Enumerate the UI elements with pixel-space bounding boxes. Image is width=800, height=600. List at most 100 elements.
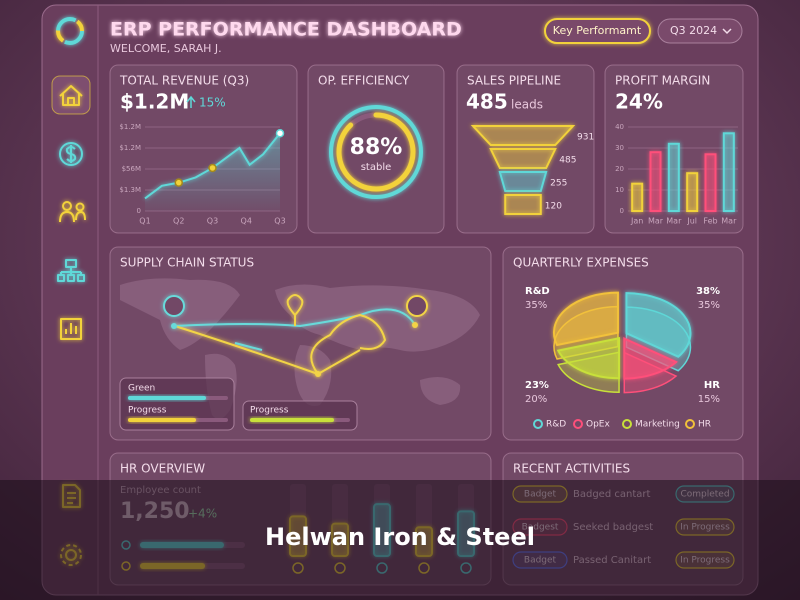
callout-name: HR	[704, 380, 720, 391]
continent	[294, 345, 332, 406]
card-title: TOTAL REVENUE (Q3)	[119, 74, 249, 88]
y-tick-label: 40	[615, 123, 624, 131]
y-tick-label: $56M	[122, 165, 141, 173]
revenue-point	[275, 129, 285, 138]
y-tick-label: 30	[615, 144, 624, 152]
callout-share: 35%	[698, 300, 720, 311]
gauge-arc	[336, 112, 416, 192]
card-title: OP. EFFICIENCY	[318, 74, 410, 88]
nav-people[interactable]	[59, 211, 86, 223]
callout-name: R&D	[525, 286, 550, 297]
legend-swatch	[622, 419, 632, 429]
pie-slice	[625, 292, 692, 358]
pie-slice	[556, 337, 621, 380]
card-title: QUARTERLY EXPENSES	[513, 256, 649, 270]
callout-share: 15%	[698, 394, 720, 405]
x-tick-label: Feb	[703, 217, 717, 226]
nav-finance[interactable]	[59, 142, 83, 166]
card-title: PROFIT MARGIN	[615, 74, 710, 88]
legend-label: R&D	[546, 420, 566, 430]
trend-arrow	[186, 95, 196, 108]
dropdown-caret	[722, 28, 732, 35]
nav-active[interactable]	[51, 75, 91, 115]
pin-truck[interactable]	[406, 295, 428, 317]
nav-home[interactable]	[59, 85, 83, 106]
card	[307, 64, 445, 234]
gauge-outer	[329, 105, 423, 199]
bar	[722, 132, 735, 212]
x-tick-label: Mar	[648, 217, 664, 226]
y-tick-label: 10	[615, 186, 624, 194]
y-tick-label: 0	[137, 207, 141, 215]
routes	[174, 308, 416, 377]
legend-swatch	[685, 419, 695, 429]
y-tick-label: $1.2M	[119, 123, 141, 131]
kpi-unit: leads	[511, 98, 543, 112]
callout-name: 38%	[696, 286, 720, 297]
pin-location[interactable]	[286, 294, 304, 317]
period-label: Q3 2024	[670, 24, 717, 37]
card-title: HR OVERVIEW	[120, 462, 205, 476]
caption: Helwan Iron & Steel	[265, 523, 535, 551]
funnel-label: 931	[577, 133, 594, 143]
funnel-stage	[489, 148, 557, 169]
nav-people-head	[62, 201, 72, 211]
nav-org[interactable]	[57, 259, 85, 282]
nav-people-head	[75, 202, 85, 212]
legend-box	[119, 377, 235, 431]
header-title: ERP PERFORMANCE DASHBOARD	[110, 19, 462, 41]
bar	[686, 172, 699, 212]
x-tick-label: Q3	[207, 217, 218, 226]
route	[174, 308, 416, 328]
button-label: Key Performamt	[553, 24, 642, 37]
funnel-label: 485	[559, 156, 576, 166]
x-tick-label: Q3	[274, 217, 285, 226]
y-tick-label: 0	[620, 207, 624, 215]
bar	[667, 142, 680, 212]
nav-reports[interactable]	[60, 318, 82, 340]
pin-dot	[412, 322, 418, 328]
funnel-stage	[470, 125, 576, 146]
pin-dot	[171, 323, 177, 329]
route	[294, 315, 361, 375]
card-title: SUPPLY CHAIN STATUS	[120, 256, 254, 270]
legend-label: HR	[698, 420, 711, 430]
y-tick-label: $1.3M	[119, 186, 141, 194]
logo	[56, 17, 84, 45]
pie-slice	[623, 337, 678, 380]
pin-hub[interactable]	[163, 295, 185, 317]
button[interactable]	[544, 18, 651, 44]
legend-swatch	[533, 419, 543, 429]
funnel-stage	[498, 171, 548, 192]
kpi-value: $1.2M	[120, 90, 189, 114]
bar	[704, 153, 717, 213]
card	[502, 246, 744, 441]
funnel-label: 120	[545, 202, 562, 212]
route	[234, 342, 263, 351]
x-tick-label: Mar	[666, 217, 682, 226]
x-tick-label: Q4	[241, 217, 252, 226]
x-tick-label: Q2	[173, 217, 184, 226]
progress-fill	[128, 396, 206, 400]
callout-name: 23%	[525, 380, 549, 391]
route	[174, 313, 387, 377]
legend-swatch	[573, 419, 583, 429]
period-select[interactable]	[657, 18, 743, 44]
revenue-point	[208, 163, 217, 173]
bar	[649, 151, 662, 212]
status-label: Progress	[128, 406, 167, 416]
status-label: Progress	[250, 406, 289, 416]
legend-box	[242, 400, 358, 431]
funnel-label: 255	[550, 179, 567, 189]
legend-label: Marketing	[635, 420, 680, 430]
header-subtitle: WELCOME, SARAH J.	[110, 42, 222, 55]
kpi-value: 24%	[615, 90, 663, 114]
gauge-note: stable	[361, 162, 392, 173]
continent	[420, 376, 461, 405]
x-tick-label: Jul	[686, 217, 697, 226]
gauge-value: 88%	[350, 135, 403, 160]
card-title: RECENT ACTIVITIES	[513, 462, 630, 476]
pie-slice	[552, 291, 619, 347]
